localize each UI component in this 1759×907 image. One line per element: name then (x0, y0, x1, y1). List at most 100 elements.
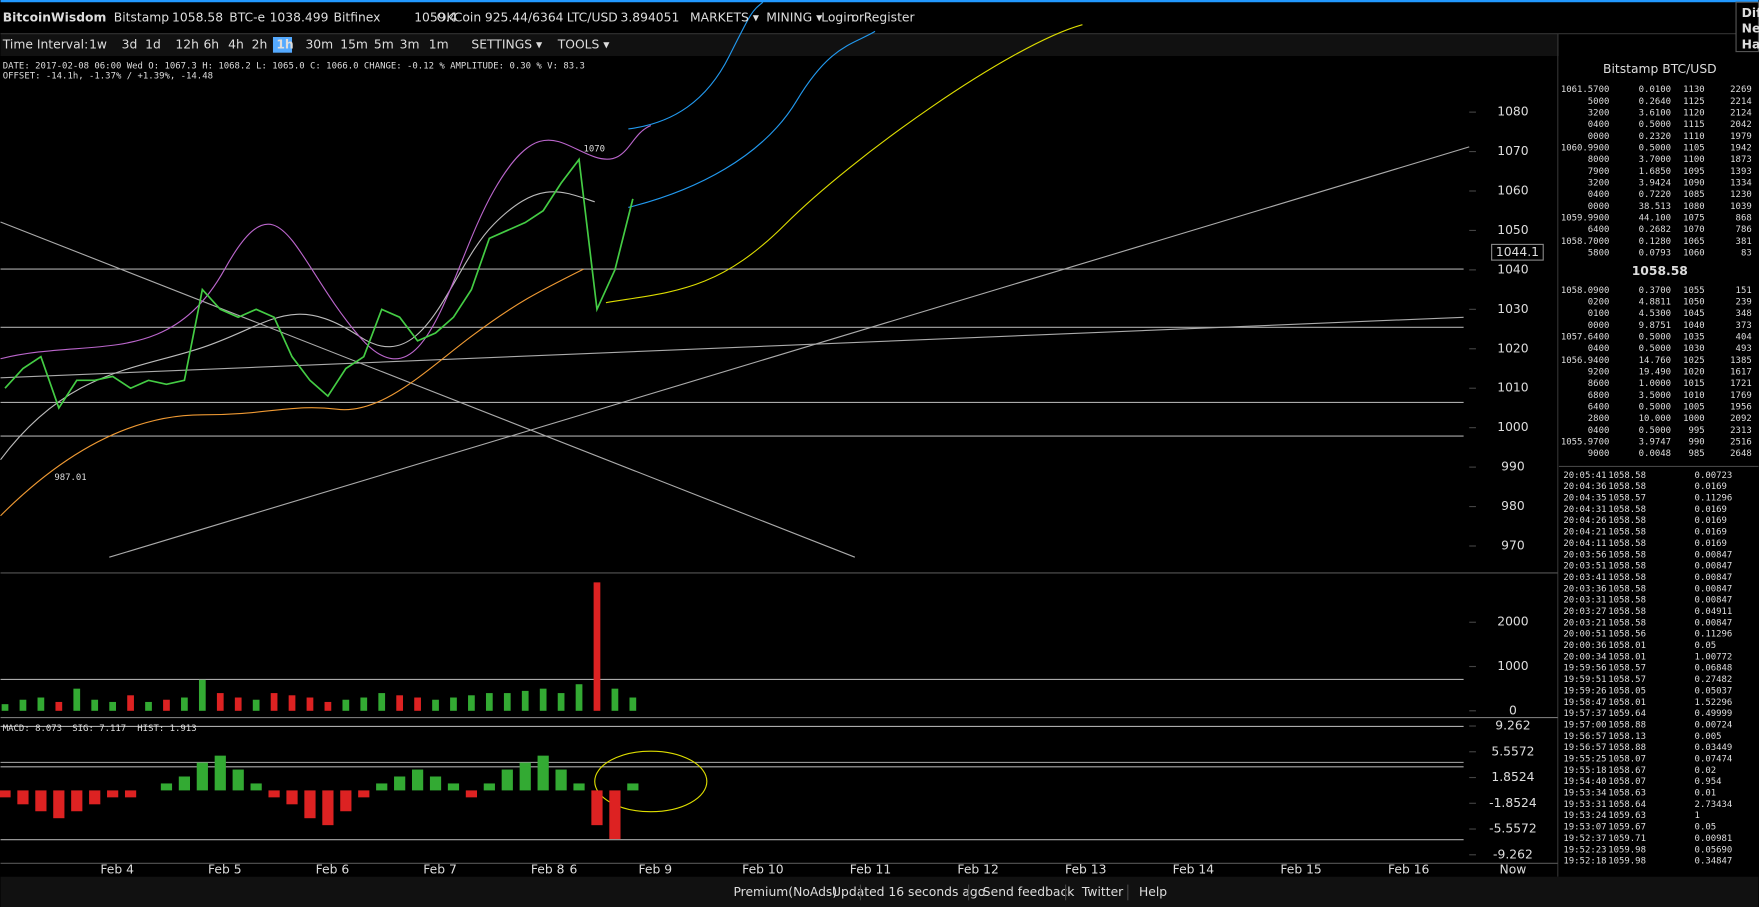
volume-bar (539, 688, 547, 711)
trade-price: 1058.58 (1608, 528, 1646, 538)
volume-bar (306, 697, 314, 711)
volume-bar (450, 697, 457, 711)
interval[interactable]: 1h (276, 37, 293, 51)
x-tick-label: Feb 12 (957, 863, 998, 877)
book-cell: 1721 (1730, 379, 1752, 389)
macd-bar (447, 783, 460, 791)
x-tick-label: Feb 15 (1280, 863, 1321, 877)
interval[interactable]: 4h (228, 37, 244, 51)
brand[interactable]: BitcoinWisdom (3, 10, 107, 24)
trade-price: 1059.71 (1608, 834, 1646, 844)
tool-menu[interactable]: TOOLS ▾ (557, 37, 611, 51)
trade-time: 20:03:56 (1563, 550, 1606, 560)
side-label: Has (1742, 37, 1759, 51)
macd-bar (394, 776, 406, 791)
interval[interactable]: 15m (340, 37, 368, 51)
exchange-label[interactable]: BTC-e (229, 10, 265, 24)
tool-menu[interactable]: SETTINGS ▾ (471, 37, 543, 51)
book-cell: 3200 (1588, 178, 1610, 188)
trade-time: 19:59:26 (1563, 686, 1606, 696)
exchange-label[interactable]: Bitfinex (334, 10, 381, 24)
trade-price: 1058.58 (1608, 618, 1646, 628)
trade-time: 19:57:00 (1563, 720, 1606, 730)
book-cell: 1769 (1730, 391, 1752, 401)
footer-link[interactable]: Help (1139, 885, 1167, 899)
exchange-label[interactable]: OKCoin (437, 10, 482, 24)
macd-bar (17, 790, 29, 805)
book-cell: 0400 (1588, 120, 1610, 130)
y-tick-label: 1050 (1497, 223, 1529, 237)
trade-price: 1058.58 (1608, 596, 1646, 606)
trade-amount: 0.00847 (1695, 618, 1733, 628)
menu[interactable]: MINING ▾ (766, 10, 823, 24)
book-cell: 1057.6400 (1561, 333, 1610, 343)
trade-amount: 0.005 (1695, 732, 1722, 742)
macd-bar (376, 783, 388, 791)
macd-bar (555, 769, 567, 791)
interval[interactable]: 12h (175, 37, 199, 51)
volume-bar (575, 684, 583, 711)
x-tick-label: Feb 6 (316, 863, 350, 877)
exchange-label[interactable]: LTC/USD (567, 10, 618, 24)
trade-amount: 0.34847 (1695, 857, 1733, 867)
book-cell: 1075 (1683, 213, 1705, 223)
book-cell: 2214 (1730, 97, 1752, 107)
book-cell: 0.0100 (1639, 85, 1671, 95)
volume-bar (521, 690, 529, 711)
footer-link[interactable]: Twitter (1081, 885, 1124, 899)
trade-price: 1058.05 (1608, 686, 1646, 696)
interval[interactable]: 1w (89, 37, 107, 51)
book-cell: 1385 (1730, 356, 1752, 366)
volume-bar (216, 693, 224, 711)
trade-time: 19:54:40 (1563, 777, 1606, 787)
volume-bar (629, 697, 637, 711)
interval[interactable]: 30m (305, 37, 333, 51)
footer-link[interactable]: Premium(NoAds) (733, 885, 837, 899)
interval[interactable]: 6h (203, 37, 219, 51)
register[interactable]: Register (864, 10, 916, 24)
book-cell: 1070 (1683, 225, 1705, 235)
interval[interactable]: 3m (400, 37, 420, 51)
interval[interactable]: 5m (374, 37, 394, 51)
macd-bar (53, 790, 65, 819)
interval[interactable]: 2h (252, 37, 268, 51)
book-cell: 0400 (1588, 344, 1610, 354)
macd-bar (250, 783, 262, 791)
book-cell: 4.8811 (1639, 298, 1671, 308)
volume-bar (396, 695, 404, 711)
book-cell: 1025 (1683, 356, 1705, 366)
volume-bar (252, 699, 260, 711)
trade-amount: 1 (1695, 811, 1700, 821)
login[interactable]: Login (821, 10, 854, 24)
macd-bar (71, 790, 83, 812)
exchange-price: 1059.4 (414, 10, 457, 24)
trade-time: 19:55:18 (1563, 766, 1606, 776)
toolbar-bg (0, 33, 1559, 57)
book-cell: 493 (1736, 344, 1752, 354)
trade-price: 1058.58 (1608, 562, 1646, 572)
macd-bar (573, 783, 585, 791)
interval[interactable]: 1m (429, 37, 449, 51)
book-cell: 0.2320 (1639, 132, 1671, 142)
book-cell: 0.0048 (1639, 449, 1671, 459)
interval[interactable]: 3d (122, 37, 138, 51)
trade-amount: 0.07474 (1695, 755, 1733, 765)
book-cell: 9.8751 (1639, 321, 1671, 331)
footer-link[interactable]: Send feedback (983, 885, 1075, 899)
book-cell: 1110 (1683, 132, 1705, 142)
book-cell: 1085 (1683, 190, 1705, 200)
trade-price: 1058.07 (1608, 777, 1646, 787)
trade-time: 20:04:35 (1563, 494, 1606, 504)
book-cell: 1130 (1683, 85, 1705, 95)
book-cell: 5800 (1588, 248, 1610, 258)
menu[interactable]: MARKETS ▾ (690, 10, 760, 24)
volume-bar (503, 693, 511, 711)
y-tick-label: 980 (1501, 499, 1525, 513)
trade-amount: 0.05 (1695, 641, 1717, 651)
interval[interactable]: 1d (145, 37, 161, 51)
cursor-hour: 6 (570, 863, 578, 877)
exchange-label[interactable]: Bitstamp (114, 10, 170, 24)
trade-amount: 0.05 (1695, 823, 1717, 833)
active-bg (272, 36, 293, 53)
